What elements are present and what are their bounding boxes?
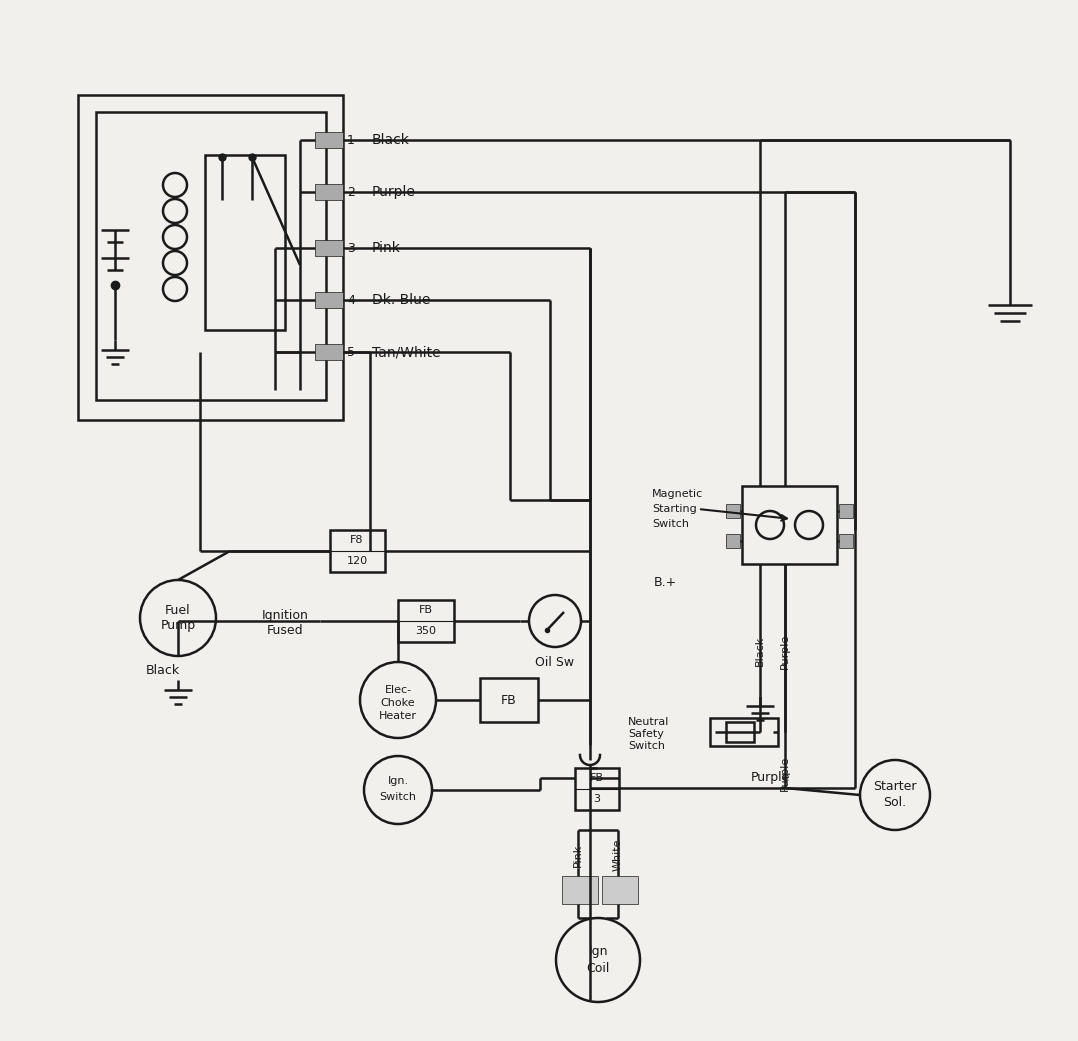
- Bar: [575, 768, 619, 810]
- Text: 350: 350: [415, 626, 437, 636]
- Text: Switch: Switch: [628, 741, 665, 751]
- Text: Starting: Starting: [652, 504, 696, 514]
- Bar: [315, 132, 343, 148]
- Text: FB: FB: [590, 773, 604, 783]
- Bar: [710, 718, 778, 746]
- Text: F8: F8: [350, 535, 363, 545]
- Text: Pink: Pink: [372, 242, 401, 255]
- Text: 120: 120: [346, 556, 368, 566]
- Text: Switch: Switch: [379, 792, 416, 802]
- Text: Oil Sw: Oil Sw: [536, 657, 575, 669]
- Bar: [562, 875, 598, 904]
- Text: Sol.: Sol.: [884, 795, 907, 809]
- Text: Fused: Fused: [266, 624, 303, 636]
- Text: Magnetic: Magnetic: [652, 489, 703, 499]
- Text: FB: FB: [419, 605, 433, 615]
- Text: Purple: Purple: [372, 185, 416, 199]
- Text: Dk. Blue: Dk. Blue: [372, 293, 430, 307]
- Text: Heater: Heater: [379, 711, 417, 721]
- Bar: [315, 344, 343, 360]
- Text: 3: 3: [347, 242, 355, 254]
- Text: Ignition: Ignition: [262, 609, 308, 621]
- Text: Purple: Purple: [780, 633, 790, 668]
- Bar: [315, 240, 343, 256]
- Bar: [725, 504, 740, 518]
- Bar: [725, 722, 754, 742]
- Text: Black: Black: [755, 636, 765, 666]
- Text: Safety: Safety: [628, 729, 664, 739]
- Text: Neutral: Neutral: [628, 717, 669, 727]
- Bar: [398, 600, 454, 642]
- Text: 1: 1: [347, 133, 355, 147]
- Bar: [839, 534, 853, 548]
- Text: Black: Black: [146, 663, 180, 677]
- Bar: [480, 678, 538, 722]
- Bar: [205, 155, 285, 330]
- Text: 2: 2: [347, 185, 355, 199]
- Text: Elec-: Elec-: [385, 685, 412, 695]
- Bar: [839, 504, 853, 518]
- Text: B.+: B.+: [654, 576, 677, 588]
- Text: Choke: Choke: [381, 699, 415, 708]
- Text: White: White: [613, 839, 623, 871]
- Bar: [742, 486, 837, 564]
- Text: Starter: Starter: [873, 780, 916, 792]
- Bar: [315, 291, 343, 308]
- Bar: [78, 95, 343, 420]
- Text: Pump: Pump: [161, 619, 195, 633]
- Bar: [602, 875, 638, 904]
- Text: Black: Black: [372, 133, 410, 147]
- Text: Switch: Switch: [652, 519, 689, 529]
- Text: FB: FB: [501, 693, 516, 707]
- Bar: [315, 184, 343, 200]
- Text: Purple: Purple: [750, 771, 790, 785]
- Text: Ign.: Ign.: [387, 776, 409, 786]
- Text: Ign: Ign: [589, 944, 608, 958]
- Bar: [330, 530, 385, 572]
- Text: Tan/White: Tan/White: [372, 345, 441, 359]
- Text: 3: 3: [594, 794, 600, 804]
- Text: Pink: Pink: [573, 843, 583, 866]
- Text: Coil: Coil: [586, 962, 610, 974]
- Text: Fuel: Fuel: [165, 604, 191, 616]
- Text: 5: 5: [347, 346, 355, 358]
- Bar: [96, 112, 326, 400]
- Text: Purple: Purple: [780, 756, 790, 790]
- Bar: [725, 534, 740, 548]
- Text: 4: 4: [347, 294, 355, 306]
